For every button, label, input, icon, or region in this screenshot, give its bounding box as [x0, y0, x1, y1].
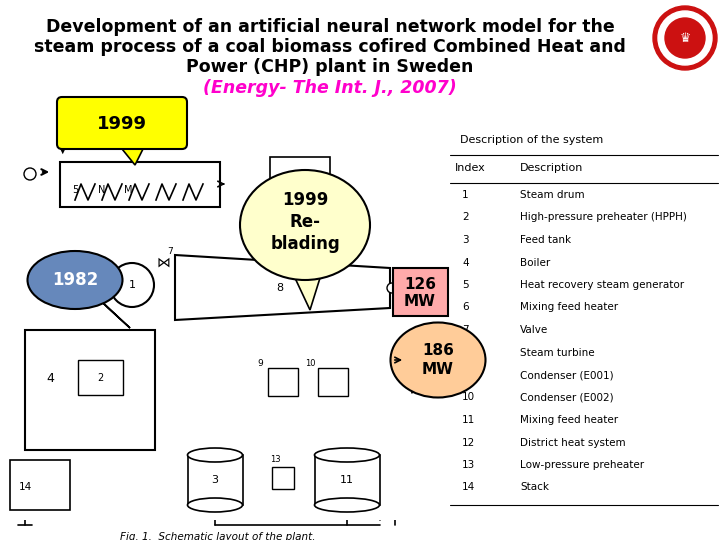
Text: Steam drum: Steam drum [520, 190, 585, 200]
Polygon shape [98, 298, 130, 328]
Text: Condenser (E001): Condenser (E001) [520, 370, 613, 380]
FancyBboxPatch shape [272, 467, 294, 489]
Text: 7: 7 [462, 325, 469, 335]
FancyBboxPatch shape [268, 368, 298, 396]
Text: 9: 9 [462, 370, 469, 380]
Text: Description: Description [520, 163, 583, 173]
Text: 11: 11 [462, 415, 475, 425]
Text: Mixing feed heater: Mixing feed heater [520, 415, 618, 425]
Text: 5: 5 [72, 185, 78, 195]
FancyBboxPatch shape [2, 100, 427, 520]
Text: (Energy- The Int. J., 2007): (Energy- The Int. J., 2007) [203, 79, 457, 97]
Text: 12: 12 [462, 437, 475, 448]
Text: 2: 2 [462, 213, 469, 222]
Text: District heat system: District heat system [520, 437, 626, 448]
Text: 13: 13 [270, 456, 280, 464]
Circle shape [387, 283, 397, 293]
Text: 1: 1 [128, 280, 135, 290]
Polygon shape [118, 144, 145, 165]
Text: Power (CHP) plant in Sweden: Power (CHP) plant in Sweden [186, 58, 474, 76]
Text: 5: 5 [462, 280, 469, 290]
Text: 6: 6 [462, 302, 469, 313]
FancyBboxPatch shape [270, 157, 330, 197]
Ellipse shape [390, 322, 485, 397]
Ellipse shape [187, 498, 243, 512]
Text: Steam turbine: Steam turbine [520, 348, 595, 357]
Text: 8: 8 [276, 283, 284, 293]
Text: Boiler: Boiler [520, 258, 550, 267]
Circle shape [110, 263, 154, 307]
Polygon shape [295, 278, 320, 310]
Text: Index: Index [455, 163, 486, 173]
FancyBboxPatch shape [315, 455, 380, 505]
Text: 1999: 1999 [97, 115, 147, 133]
Text: 6: 6 [297, 171, 304, 181]
Ellipse shape [315, 448, 379, 462]
FancyBboxPatch shape [393, 268, 448, 316]
Ellipse shape [315, 498, 379, 512]
Text: 1982: 1982 [52, 271, 98, 289]
Text: steam process of a coal biomass cofired Combined Heat and: steam process of a coal biomass cofired … [34, 38, 626, 56]
Text: Valve: Valve [520, 325, 548, 335]
Ellipse shape [240, 170, 370, 280]
Text: High-pressure preheater (HPPH): High-pressure preheater (HPPH) [520, 213, 687, 222]
Text: Heat recovery steam generator: Heat recovery steam generator [520, 280, 684, 290]
FancyBboxPatch shape [78, 360, 123, 395]
Text: Description of the system: Description of the system [460, 135, 603, 145]
Text: 126
MW: 126 MW [404, 277, 436, 309]
FancyBboxPatch shape [10, 460, 70, 510]
Text: 2: 2 [97, 373, 103, 383]
Text: Condenser (E002): Condenser (E002) [520, 393, 613, 402]
Text: 1: 1 [462, 190, 469, 200]
Text: M: M [124, 185, 132, 195]
Text: 10: 10 [305, 359, 315, 368]
Text: Development of an artificial neural network model for the: Development of an artificial neural netw… [45, 18, 614, 36]
Text: Stack: Stack [520, 483, 549, 492]
FancyBboxPatch shape [60, 162, 220, 207]
Text: 1999
Re-
blading: 1999 Re- blading [270, 191, 340, 253]
Text: 186
MW: 186 MW [422, 343, 454, 377]
Text: ⋈: ⋈ [156, 256, 170, 270]
Text: 4: 4 [462, 258, 469, 267]
Text: 9: 9 [257, 359, 263, 368]
Circle shape [658, 11, 712, 65]
Text: ▼: ▼ [59, 145, 67, 155]
Text: 13: 13 [462, 460, 475, 470]
Text: 3: 3 [212, 475, 218, 485]
Text: 3: 3 [462, 235, 469, 245]
Circle shape [665, 18, 705, 58]
Text: Feed tank: Feed tank [520, 235, 571, 245]
Text: Fig. 1.  Schematic layout of the plant.: Fig. 1. Schematic layout of the plant. [120, 532, 315, 540]
FancyBboxPatch shape [57, 97, 187, 149]
Circle shape [653, 6, 717, 70]
Text: Low-pressure preheater: Low-pressure preheater [520, 460, 644, 470]
Text: 8: 8 [462, 348, 469, 357]
FancyBboxPatch shape [318, 368, 348, 396]
Text: 11: 11 [340, 475, 354, 485]
Ellipse shape [27, 251, 122, 309]
FancyBboxPatch shape [188, 455, 243, 505]
Polygon shape [175, 255, 390, 320]
Circle shape [24, 168, 36, 180]
Text: 7: 7 [167, 247, 173, 256]
Text: 14: 14 [19, 482, 32, 492]
Text: 4: 4 [46, 372, 54, 384]
Text: Mixing feed heater: Mixing feed heater [520, 302, 618, 313]
FancyBboxPatch shape [25, 330, 155, 450]
Text: ♛: ♛ [680, 31, 690, 44]
Text: N: N [99, 185, 106, 195]
Text: 10: 10 [462, 393, 475, 402]
Ellipse shape [187, 448, 243, 462]
Text: 14: 14 [462, 483, 475, 492]
